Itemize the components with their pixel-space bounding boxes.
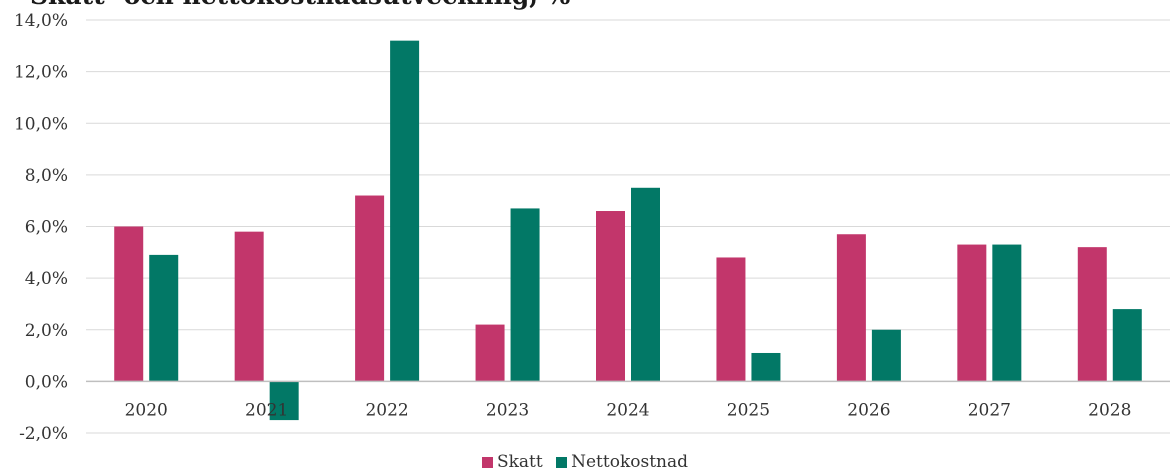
x-tick-label: 2024	[606, 400, 649, 420]
bar-nettokostnad-2026	[871, 329, 901, 382]
x-tick-label: 2020	[125, 400, 168, 420]
y-tick-label: 4,0%	[25, 269, 68, 289]
y-tick-label: 2,0%	[25, 321, 68, 341]
legend-label-nettokostnad: Nettokostnad	[571, 452, 689, 472]
x-tick-label: 2027	[968, 400, 1011, 420]
x-tick-label: 2025	[727, 400, 770, 420]
gridlines	[86, 19, 1170, 434]
bar-nettokostnad-2022	[390, 40, 420, 382]
y-tick-label: 8,0%	[25, 166, 68, 186]
bar-nettokostnad-2027	[992, 244, 1022, 382]
legend: Skatt Nettokostnad	[0, 452, 1170, 473]
chart-title: Skatt- och nettokostnadsutveckling, %	[30, 0, 570, 10]
y-tick-label: 10,0%	[14, 114, 68, 134]
bar-nettokostnad-2028	[1112, 309, 1142, 382]
x-tick-label: 2026	[847, 400, 890, 420]
x-tick-label: 2022	[365, 400, 408, 420]
y-tick-label: 6,0%	[25, 218, 68, 238]
bar-skatt-2027	[957, 244, 987, 382]
bar-skatt-2021	[234, 231, 264, 382]
x-axis: 2020 2021 2022 2023 2024 2025 2026 2027 2028	[125, 400, 1132, 420]
bar-skatt-2022	[355, 195, 385, 382]
x-tick-label: 2021	[245, 400, 288, 420]
bar-nettokostnad-2025	[751, 352, 781, 382]
bar-skatt-2025	[716, 257, 746, 382]
y-tick-label: 14,0%	[14, 11, 68, 31]
bar-nettokostnad-2021	[269, 381, 299, 421]
bar-nettokostnad-2024	[631, 187, 660, 382]
legend-swatch-nettokostnad	[556, 456, 568, 468]
y-tick-label: 0,0%	[25, 372, 68, 392]
x-tick-label: 2023	[486, 400, 529, 420]
y-tick-label: -2,0%	[19, 424, 68, 444]
legend-label-skatt: Skatt	[496, 452, 543, 472]
y-axis: -2,0% 0,0% 2,0% 4,0% 6,0% 8,0% 10,0% 12,0% 14,0%	[14, 11, 68, 444]
bar-skatt-2023	[475, 324, 505, 382]
bar-nettokostnad-2020	[149, 254, 179, 382]
legend-item-nettokostnad: Nettokostnad	[556, 452, 688, 472]
bar-nettokostnad-2023	[510, 208, 540, 382]
y-tick-label: 12,0%	[14, 63, 68, 83]
bar-skatt-2028	[1077, 247, 1107, 382]
bar-skatt-2020	[114, 226, 144, 382]
x-tick-label: 2028	[1088, 400, 1131, 420]
bar-skatt-2024	[596, 211, 625, 382]
legend-item-skatt: Skatt	[481, 452, 543, 472]
legend-swatch-skatt	[481, 456, 493, 468]
bars	[114, 40, 1142, 421]
bar-skatt-2026	[836, 234, 866, 382]
